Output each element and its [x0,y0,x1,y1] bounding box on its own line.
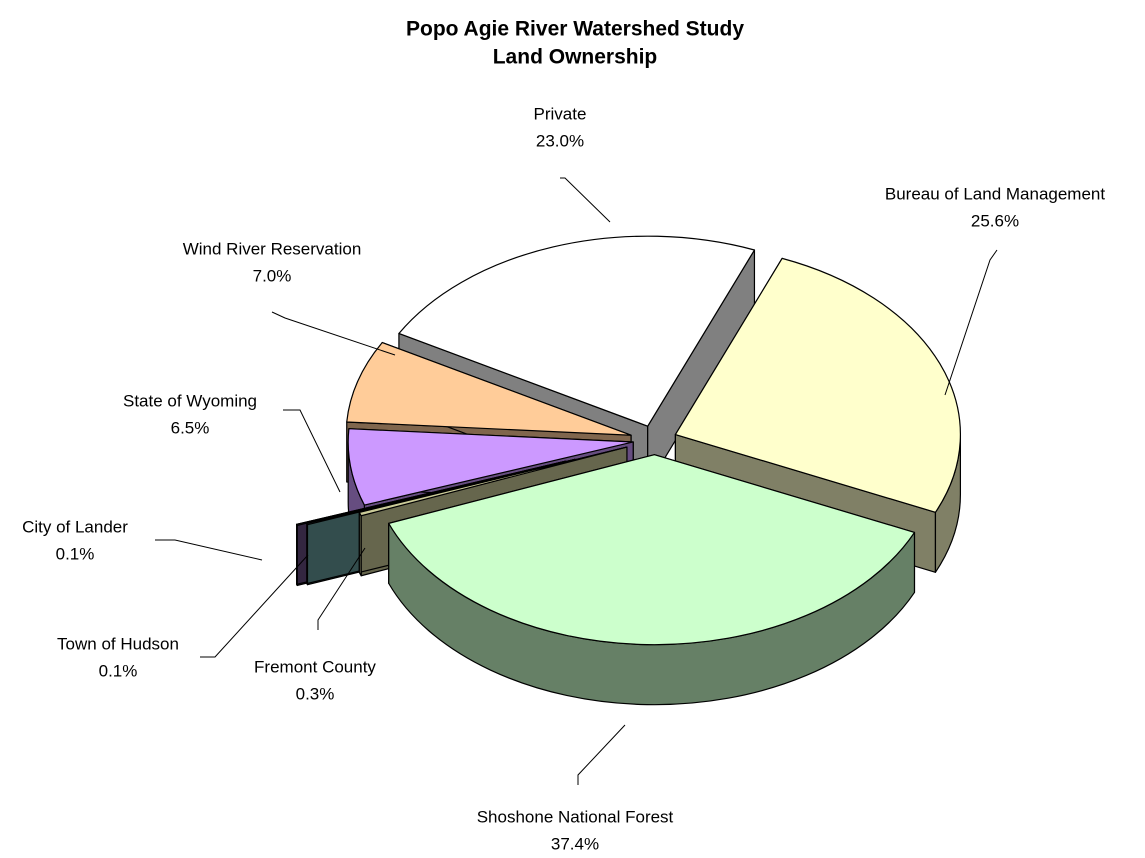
leader-line [577,724,626,785]
leader-line [560,177,611,223]
slice [358,446,628,517]
slice-value-label: 25.6% [971,211,1019,230]
slice-label: State of Wyoming [123,391,257,410]
leader-line [271,311,396,356]
slice-label: Bureau of Land Management [885,184,1105,203]
slice-value-label: 0.1% [99,661,138,680]
slice-value-label: 23.0% [536,131,584,150]
slice-label: Town of Hudson [57,634,179,653]
slice-label: Wind River Reservation [183,239,362,258]
slice-value-label: 0.1% [56,544,95,563]
slice-label: Fremont County [254,657,376,676]
leader-line [944,249,998,396]
slice-rim [296,523,298,587]
slice-value-label: 0.3% [296,684,335,703]
slice-value-label: 37.4% [551,834,599,853]
chart-subtitle: Land Ownership [493,46,658,69]
leader-line [155,539,263,561]
slice [398,235,756,427]
slice-label: Shoshone National Forest [477,807,674,826]
slice [674,257,961,513]
slice [388,454,916,646]
leader-line [283,409,341,493]
slice-label: Private [534,104,587,123]
slice-label: City of Lander [22,517,128,536]
slice-value-label: 7.0% [253,266,292,285]
leader-line [317,547,366,630]
slice-rim [358,511,362,577]
leader-line [200,554,309,658]
slice-value-label: 6.5% [171,418,210,437]
chart-title: Popo Agie River Watershed Study [406,18,744,41]
slice-rim [306,522,309,586]
slice [346,341,632,436]
slice [347,428,634,506]
